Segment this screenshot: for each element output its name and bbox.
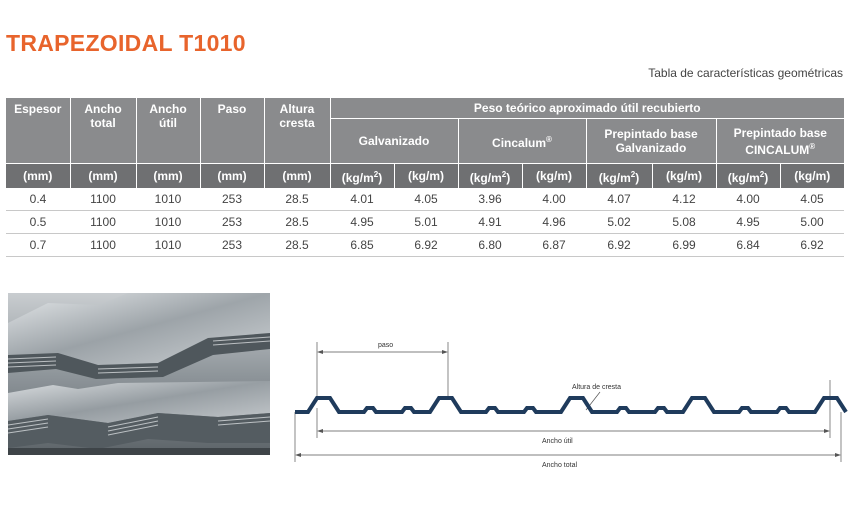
- header-peso: Peso teórico aproximado útil recubierto: [330, 98, 844, 119]
- unit-cell: (kg/m): [780, 163, 844, 188]
- unit-cell: (mm): [6, 163, 71, 188]
- altura-label: Altura de cresta: [572, 384, 621, 391]
- table-cell: 6.92: [394, 233, 458, 257]
- unit-cell: (kg/m): [652, 163, 717, 188]
- table-cell: 4.91: [458, 210, 522, 234]
- characteristics-table: Espesor Ancho total Ancho útil Paso Altura…: [6, 98, 844, 257]
- table-cell: 1100: [70, 233, 136, 257]
- table-cell: 1100: [70, 210, 136, 234]
- table-cell: 5.00: [780, 210, 844, 234]
- header-ancho-util: Ancho útil: [136, 98, 201, 164]
- table-cell: 0.4: [6, 188, 70, 211]
- unit-cell: (mm): [264, 163, 331, 188]
- unit-cell: (kg/m2): [330, 163, 395, 188]
- ancho-total-label: Ancho total: [542, 462, 577, 469]
- header-cincalum: Cincalum®: [458, 118, 587, 164]
- unit-cell: (kg/m): [394, 163, 459, 188]
- table-subtitle: Tabla de características geométricas: [648, 66, 843, 80]
- table-cell: 6.84: [716, 233, 780, 257]
- header-paso: Paso: [200, 98, 265, 164]
- table-cell: 1010: [136, 188, 200, 211]
- table-cell: 4.00: [522, 188, 586, 211]
- table-cell: 4.05: [394, 188, 458, 211]
- table-cell: 6.99: [652, 233, 716, 257]
- table-cell: 28.5: [264, 233, 330, 257]
- table-cell: 253: [200, 233, 264, 257]
- table-cell: 253: [200, 210, 264, 234]
- unit-cell: (kg/m2): [458, 163, 523, 188]
- table-cell: 4.95: [330, 210, 394, 234]
- profile-diagram: paso Altura de cresta Ancho útil Ancho t…: [290, 330, 850, 480]
- paso-label: paso: [378, 342, 393, 349]
- table-cell: 6.92: [586, 233, 652, 257]
- table-cell: 4.12: [652, 188, 716, 211]
- table-cell: 6.85: [330, 233, 394, 257]
- table-cell: 1100: [70, 188, 136, 211]
- header-prepintado-galvanizado: Prepintado base Galvanizado: [586, 118, 717, 164]
- table-cell: 253: [200, 188, 264, 211]
- table-cell: 4.07: [586, 188, 652, 211]
- header-prepintado-cincalum: Prepintado base CINCALUM®: [716, 118, 844, 164]
- table-cell: 4.05: [780, 188, 844, 211]
- table-row: 0.7 1100 1010 253 28.5 6.85 6.92 6.80 6.87 6.92 6.…: [6, 233, 844, 257]
- unit-cell: (mm): [136, 163, 201, 188]
- table-cell: 4.00: [716, 188, 780, 211]
- table-cell: 4.01: [330, 188, 394, 211]
- table-cell: 5.01: [394, 210, 458, 234]
- table-cell: 4.96: [522, 210, 586, 234]
- table-cell: 6.92: [780, 233, 844, 257]
- table-cell: 28.5: [264, 188, 330, 211]
- units-row: (mm) (mm) (mm) (mm) (mm) (kg/m2) (kg/m) …: [6, 163, 844, 188]
- table-cell: 0.7: [6, 233, 70, 257]
- table-cell: 3.96: [458, 188, 522, 211]
- table-cell: 5.02: [586, 210, 652, 234]
- table-row: 0.4 1100 1010 253 28.5 4.01 4.05 3.96 4.00 4.07 4.…: [6, 188, 844, 211]
- table-cell: 1010: [136, 210, 200, 234]
- header-altura-cresta: Altura cresta: [264, 98, 331, 164]
- table-cell: 5.08: [652, 210, 716, 234]
- ancho-util-label: Ancho útil: [542, 438, 573, 445]
- header-espesor: Espesor: [6, 98, 71, 164]
- sheet-stack-photo: [8, 293, 270, 455]
- unit-cell: (mm): [200, 163, 265, 188]
- page-title: TRAPEZOIDAL T1010: [6, 30, 246, 56]
- unit-cell: (kg/m2): [586, 163, 653, 188]
- table-cell: 1010: [136, 233, 200, 257]
- table-cell: 6.87: [522, 233, 586, 257]
- unit-cell: (mm): [70, 163, 137, 188]
- unit-cell: (kg/m): [522, 163, 587, 188]
- table-cell: 4.95: [716, 210, 780, 234]
- table-cell: 0.5: [6, 210, 70, 234]
- table-cell: 28.5: [264, 210, 330, 234]
- header-galvanizado: Galvanizado: [330, 118, 459, 164]
- table-cell: 6.80: [458, 233, 522, 257]
- unit-cell: (kg/m2): [716, 163, 781, 188]
- table-row: 0.5 1100 1010 253 28.5 4.95 5.01 4.91 4.96 5.02 5.…: [6, 210, 844, 234]
- header-ancho-total: Ancho total: [70, 98, 137, 164]
